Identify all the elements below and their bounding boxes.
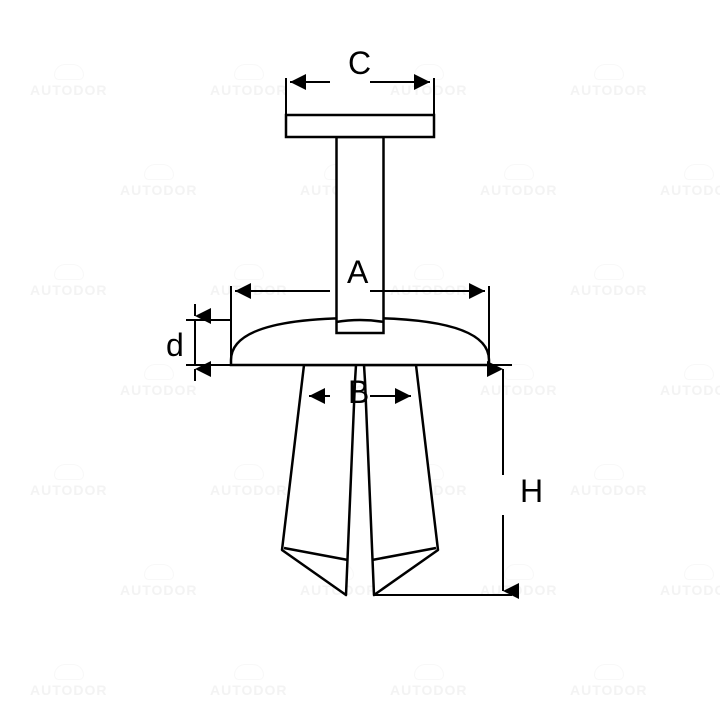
pin-shaft <box>337 137 384 333</box>
label-H: H <box>520 473 543 509</box>
label-d: d <box>166 327 184 363</box>
label-B: B <box>348 374 369 410</box>
label-A: A <box>347 254 369 290</box>
clip-diagram: C A B d H <box>0 0 720 720</box>
dim-C <box>286 78 434 115</box>
label-C: C <box>348 45 371 81</box>
pin-cap <box>286 115 434 137</box>
dim-d <box>186 304 231 381</box>
